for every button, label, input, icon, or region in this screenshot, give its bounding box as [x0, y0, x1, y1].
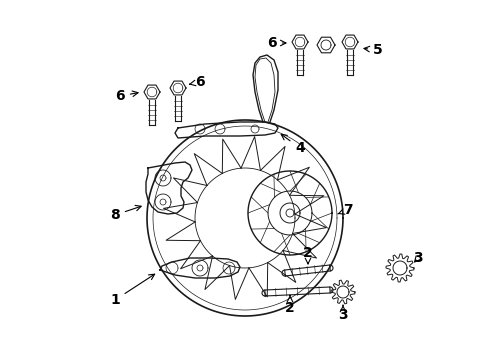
- Text: 4: 4: [281, 134, 304, 155]
- Text: 7: 7: [337, 203, 352, 217]
- Text: 6: 6: [266, 36, 285, 50]
- Text: 6: 6: [115, 89, 138, 103]
- Text: 3: 3: [338, 305, 347, 322]
- Text: 8: 8: [110, 206, 141, 222]
- Text: 6: 6: [189, 75, 204, 89]
- Text: 5: 5: [363, 43, 382, 57]
- Text: 1: 1: [110, 274, 154, 307]
- Text: 3: 3: [412, 251, 422, 265]
- Text: 2: 2: [285, 296, 294, 315]
- Text: 2: 2: [303, 246, 312, 264]
